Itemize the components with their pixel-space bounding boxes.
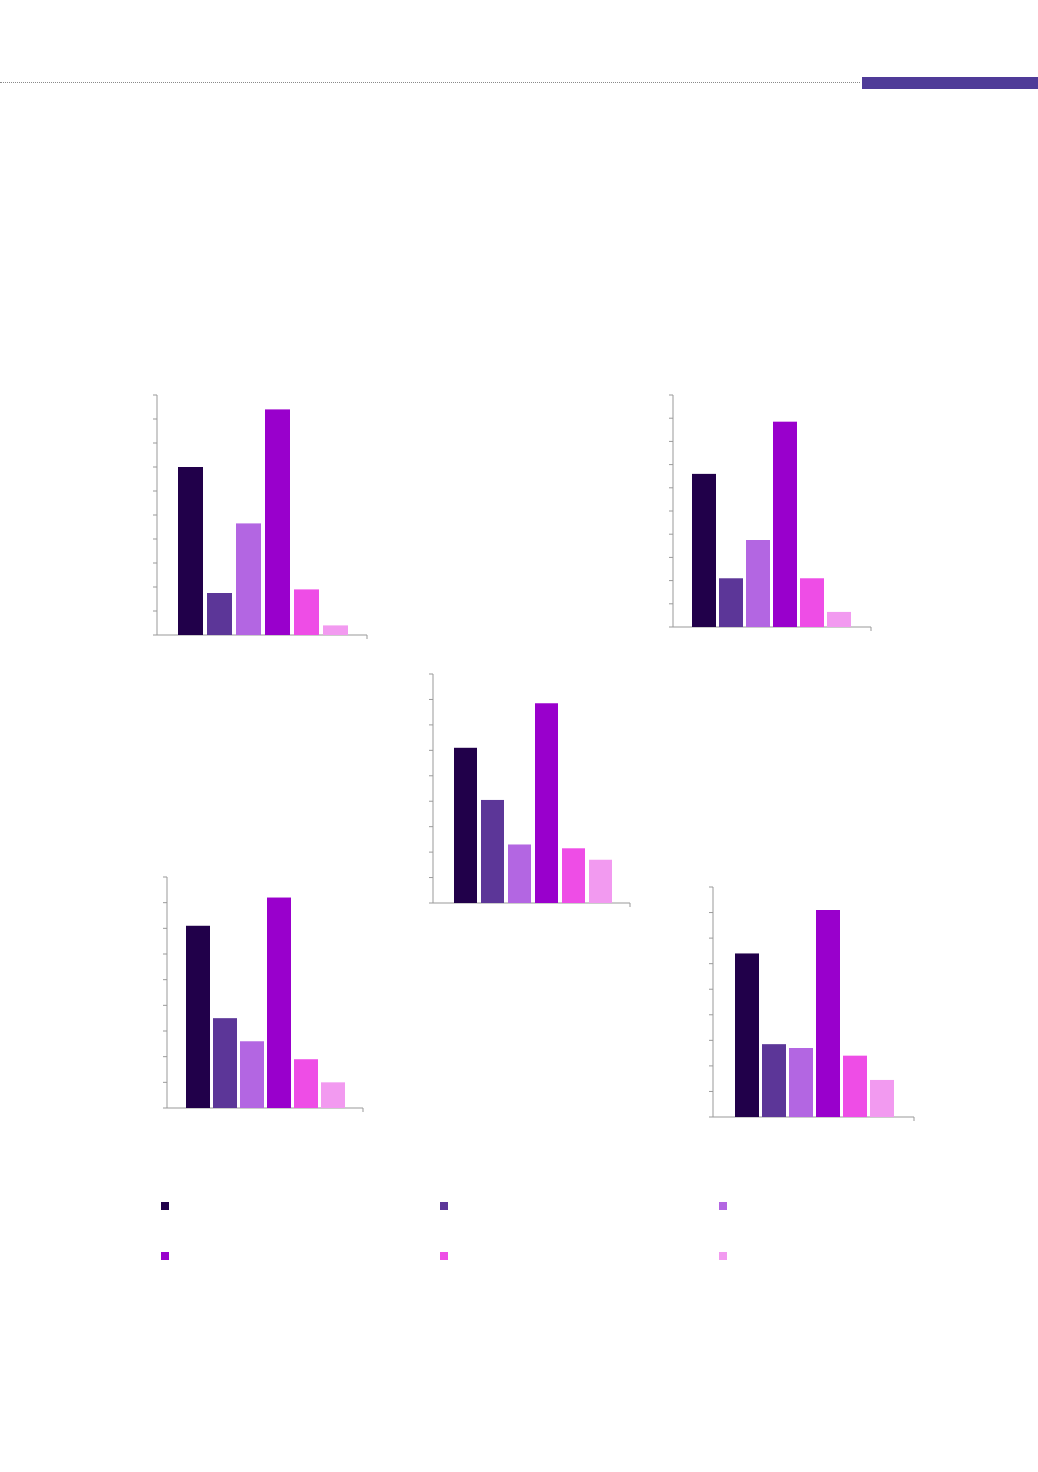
bar-4 (816, 910, 840, 1117)
bar-chart-4 (163, 876, 364, 1112)
bar-5 (294, 589, 319, 635)
bar-4 (267, 897, 291, 1108)
bar-3 (240, 1041, 264, 1108)
header-accent-bar (862, 77, 1038, 89)
bar-5 (843, 1055, 867, 1117)
bar-2 (481, 799, 504, 903)
bar-1 (735, 953, 759, 1117)
bar-2 (719, 578, 743, 627)
bar-4 (773, 421, 797, 627)
bar-chart-1 (153, 394, 368, 639)
header-dotted-rule (0, 82, 860, 83)
bar-5 (562, 848, 585, 903)
bar-6 (827, 611, 851, 627)
legend-marker-2 (440, 1202, 448, 1210)
bar-1 (178, 467, 203, 635)
legend-marker-3 (719, 1202, 727, 1210)
bar-2 (213, 1018, 237, 1108)
legend-marker-1 (161, 1202, 169, 1210)
legend-marker-4 (161, 1252, 169, 1260)
bar-4 (535, 703, 558, 903)
bar-1 (186, 925, 210, 1108)
bar-1 (692, 473, 716, 627)
bar-6 (323, 625, 348, 635)
bar-3 (746, 540, 770, 627)
bar-chart-5 (709, 886, 915, 1121)
bar-1 (454, 747, 477, 903)
bar-5 (294, 1059, 318, 1108)
bar-3 (508, 844, 531, 903)
bar-2 (762, 1044, 786, 1117)
bar-6 (589, 859, 612, 903)
bar-6 (870, 1079, 894, 1117)
bar-3 (236, 523, 261, 635)
legend-marker-6 (719, 1252, 727, 1260)
bar-3 (789, 1048, 813, 1117)
bar-6 (321, 1082, 345, 1108)
bar-chart-3 (429, 673, 631, 907)
legend-marker-5 (440, 1252, 448, 1260)
bar-2 (207, 593, 232, 635)
bar-5 (800, 578, 824, 627)
bar-4 (265, 409, 290, 635)
bar-chart-2 (669, 394, 872, 631)
